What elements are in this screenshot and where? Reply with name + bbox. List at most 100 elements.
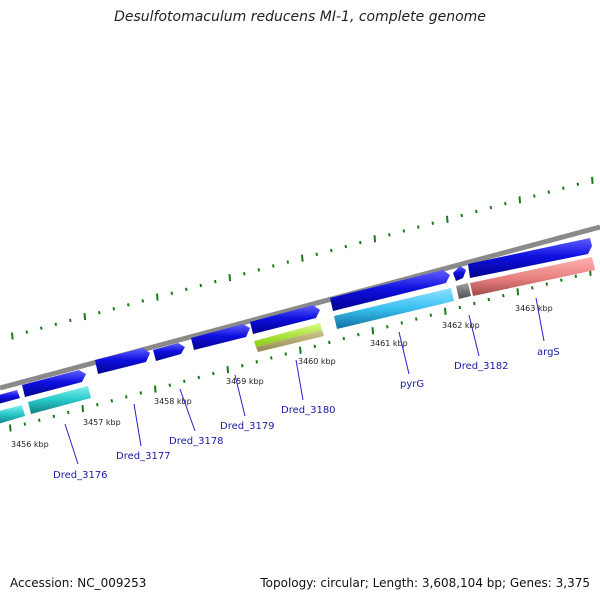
- gene-label[interactable]: argS: [537, 347, 560, 358]
- major-tick: [516, 288, 520, 296]
- minor-tick: [110, 399, 114, 403]
- minor-tick: [38, 418, 41, 422]
- minor-tick: [185, 287, 188, 292]
- minor-tick: [313, 344, 317, 348]
- outer-tick-row: [11, 176, 594, 340]
- minor-tick: [241, 364, 244, 368]
- minor-tick: [402, 229, 406, 233]
- kbp-label: 3463 kbp: [515, 304, 553, 313]
- major-tick: [11, 332, 14, 340]
- minor-tick: [52, 414, 56, 419]
- minor-tick: [429, 313, 433, 317]
- minor-tick: [344, 244, 348, 249]
- kbp-label: 3459 kbp: [226, 377, 264, 386]
- major-tick: [228, 274, 232, 282]
- major-tick: [591, 176, 594, 184]
- accession-text: Accession: NC_009253: [10, 576, 147, 590]
- reverse-gene-box: [254, 323, 322, 347]
- minor-tick: [560, 278, 563, 282]
- kbp-label: 3462 kbp: [442, 321, 480, 330]
- minor-tick: [183, 379, 186, 384]
- minor-tick: [386, 325, 389, 329]
- gene-label[interactable]: pyrG: [400, 379, 424, 390]
- minor-tick: [547, 190, 551, 194]
- kbp-label: 3457 kbp: [83, 418, 121, 427]
- minor-tick: [199, 283, 203, 288]
- gene-label[interactable]: Dred_3179: [220, 421, 275, 432]
- minor-tick: [431, 221, 435, 225]
- minor-tick: [417, 225, 420, 229]
- kbp-label: 3460 kbp: [298, 357, 336, 366]
- minor-tick: [272, 264, 275, 268]
- reverse-gene-box: [456, 283, 471, 299]
- minor-tick: [475, 209, 478, 214]
- minor-tick: [458, 305, 462, 310]
- forward-gene-arrow: [250, 305, 320, 334]
- minor-tick: [139, 391, 143, 395]
- minor-tick: [504, 202, 507, 206]
- kbp-label: 3461 kbp: [370, 339, 408, 348]
- major-tick: [444, 307, 447, 315]
- minor-tick: [25, 330, 29, 334]
- forward-gene-arrow: [191, 324, 250, 350]
- major-tick: [154, 385, 157, 393]
- minor-tick: [533, 194, 536, 198]
- reverse-gene-box: [470, 257, 595, 296]
- major-tick: [83, 312, 87, 321]
- minor-tick: [487, 297, 491, 302]
- forward-gene-arrow: [468, 238, 592, 278]
- gene-label[interactable]: Dred_3182: [454, 361, 509, 372]
- major-tick: [301, 254, 304, 262]
- minor-tick: [562, 186, 565, 190]
- minor-tick: [67, 410, 70, 415]
- minor-tick: [212, 371, 215, 376]
- forward-gene-arrow: [95, 348, 150, 374]
- minor-tick: [141, 299, 145, 303]
- minor-tick: [400, 321, 404, 325]
- minor-tick: [214, 279, 217, 284]
- minor-tick: [54, 322, 58, 327]
- reverse-strand-genes: [0, 257, 595, 424]
- gene-label[interactable]: Dred_3178: [169, 436, 224, 447]
- minor-tick: [357, 332, 360, 337]
- minor-tick: [502, 294, 505, 298]
- forward-gene-arrow: [22, 370, 86, 397]
- minor-tick: [270, 356, 273, 360]
- reverse-gene-box: [28, 386, 91, 414]
- forward-gene-arrow: [453, 266, 466, 281]
- major-tick: [446, 215, 449, 223]
- reverse-gene-box: [256, 330, 324, 352]
- minor-tick: [576, 182, 580, 186]
- gene-label[interactable]: Dred_3176: [53, 470, 108, 481]
- minor-tick: [330, 248, 333, 253]
- kbp-label: 3458 kbp: [154, 397, 192, 406]
- forward-gene-arrow: [153, 343, 185, 361]
- minor-tick: [415, 317, 418, 321]
- major-tick: [156, 293, 159, 301]
- forward-strand-genes: [0, 238, 592, 404]
- minor-tick: [359, 240, 362, 245]
- reverse-gene-box: [0, 405, 25, 424]
- gene-label[interactable]: Dred_3177: [116, 451, 171, 462]
- minor-tick: [574, 274, 578, 278]
- minor-tick: [257, 268, 261, 272]
- minor-tick: [489, 205, 493, 210]
- minor-tick: [473, 301, 476, 306]
- minor-tick: [531, 286, 534, 290]
- minor-tick: [545, 282, 549, 286]
- major-tick: [299, 346, 302, 354]
- minor-tick: [168, 383, 172, 387]
- major-tick: [9, 424, 12, 432]
- minor-tick: [170, 291, 174, 295]
- gene-label[interactable]: Dred_3180: [281, 405, 336, 416]
- minor-tick: [40, 326, 43, 330]
- inner-tick-row: [9, 268, 592, 432]
- kbp-label: 3456 kbp: [11, 440, 49, 449]
- major-tick: [371, 327, 375, 335]
- minor-tick: [315, 252, 319, 256]
- minor-tick: [127, 303, 130, 307]
- minor-tick: [284, 352, 288, 356]
- forward-gene-arrow: [0, 390, 20, 404]
- kbp-scale-labels: 3456 kbp 3457 kbp 3458 kbp 3459 kbp 3460…: [11, 304, 553, 449]
